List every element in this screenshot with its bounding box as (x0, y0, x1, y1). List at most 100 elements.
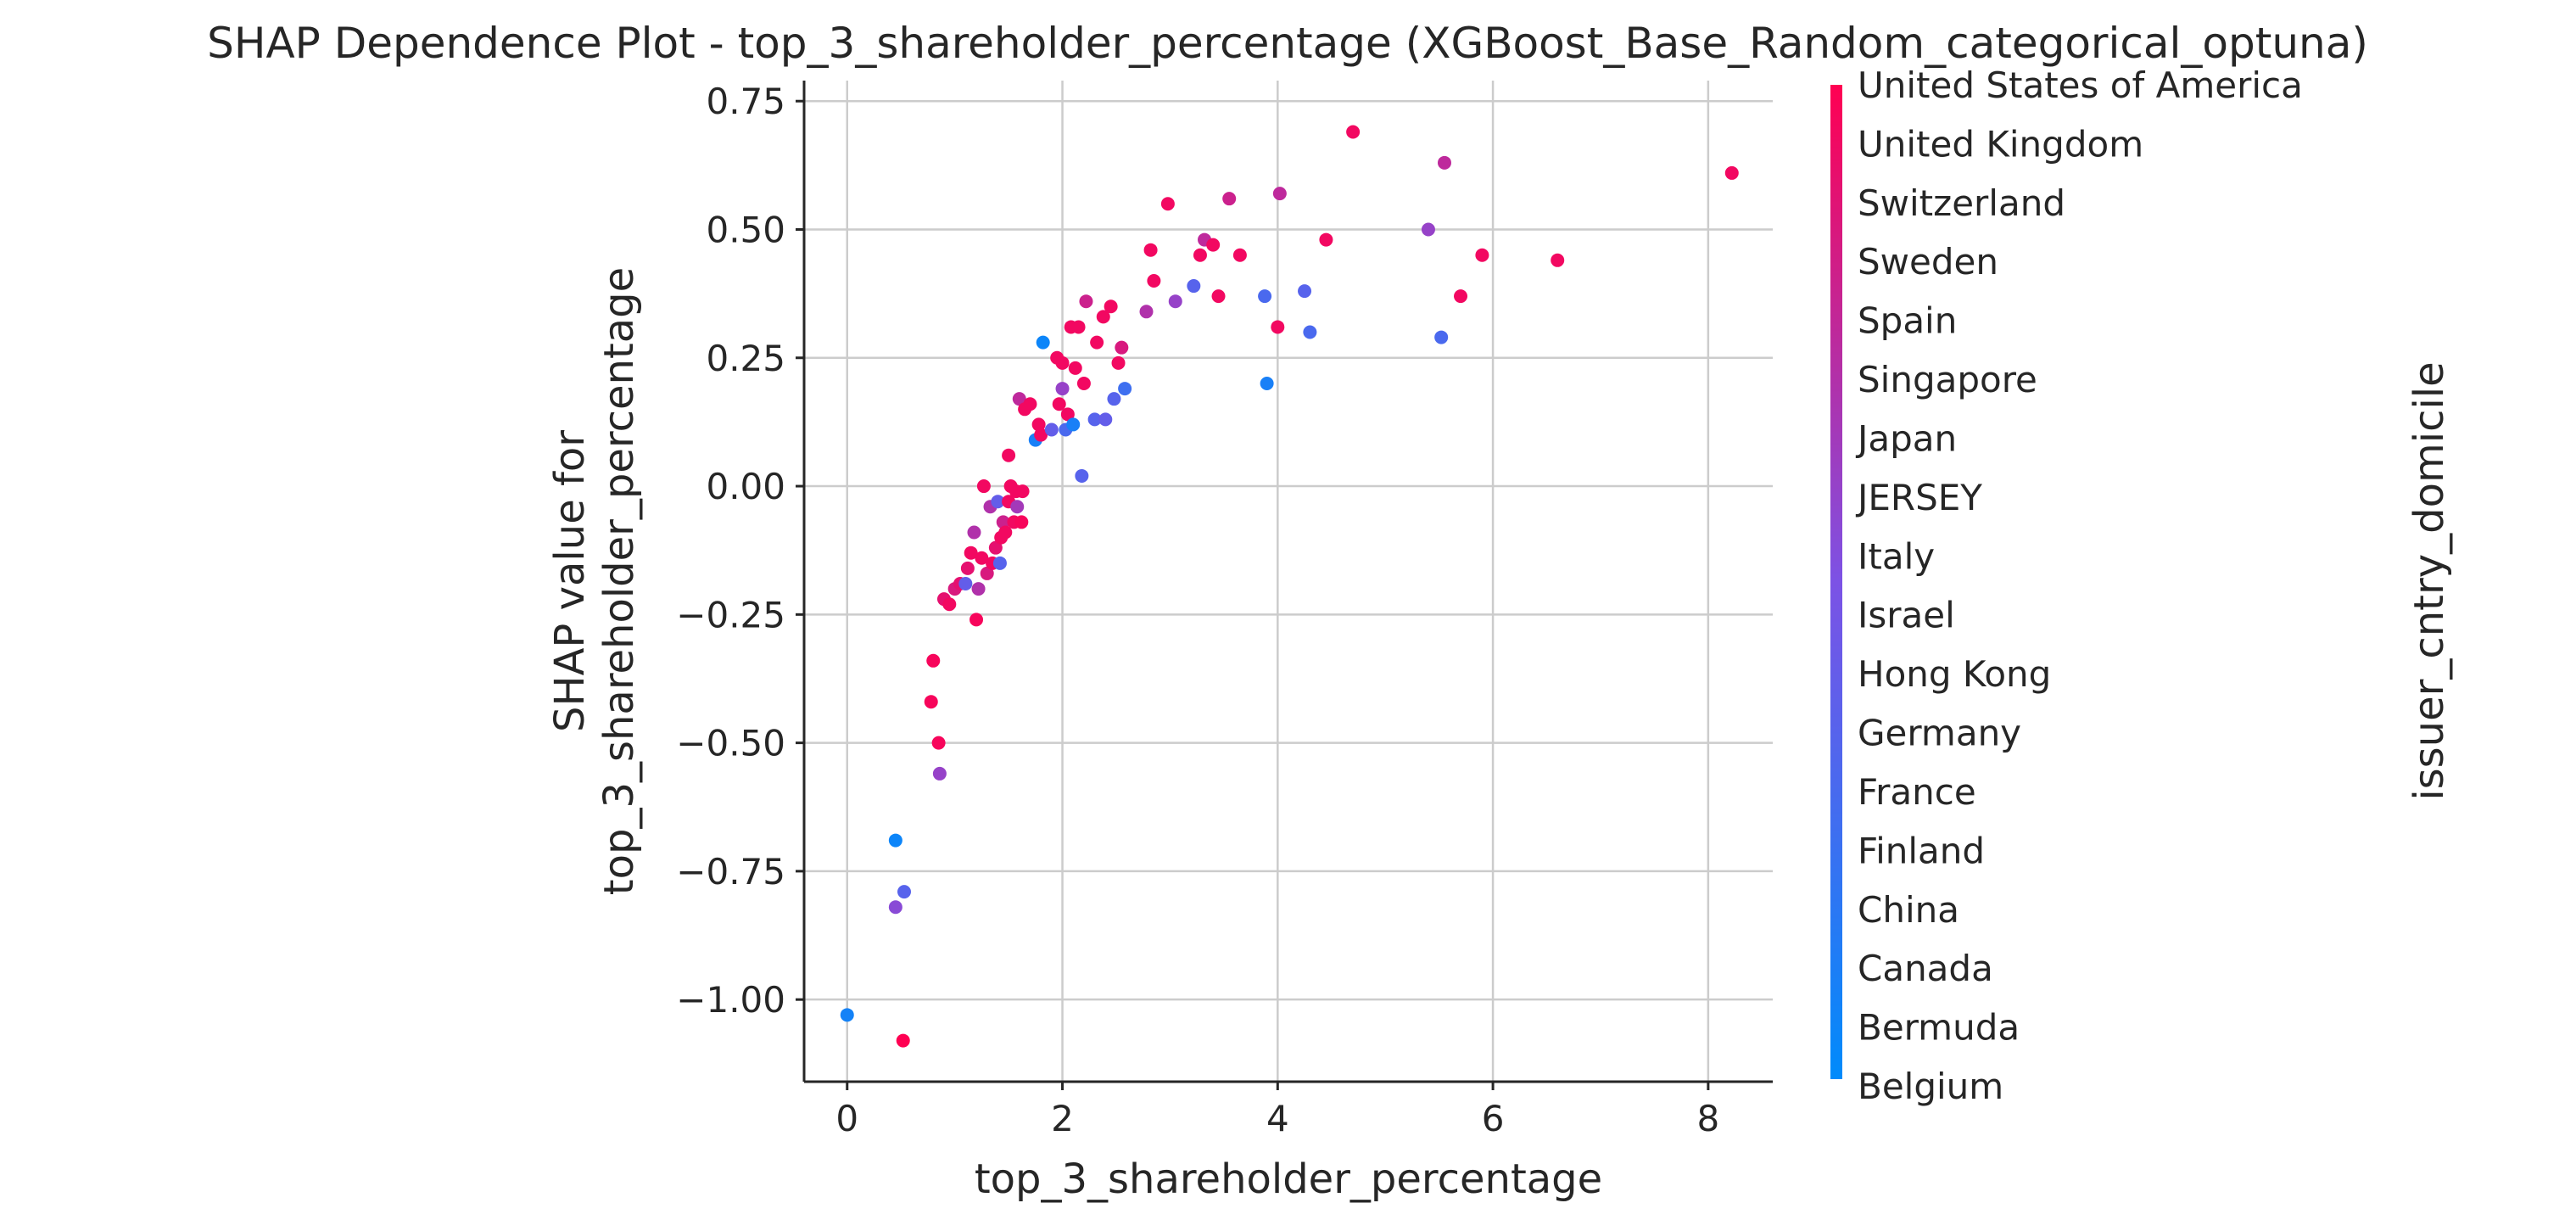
y-tick-label: 0.50 (706, 209, 785, 250)
scatter-point (840, 1008, 854, 1022)
scatter-point (964, 546, 978, 560)
scatter-point (1319, 232, 1333, 247)
chart-title: SHAP Dependence Plot - top_3_shareholder… (207, 19, 2368, 68)
scatter-point (1232, 248, 1247, 262)
scatter-point (988, 540, 1003, 555)
x-tick-label: 0 (835, 1098, 858, 1139)
scatter-point (896, 1033, 910, 1048)
scatter-point (1060, 407, 1075, 422)
scatter-point (1096, 310, 1110, 324)
scatter-point (1222, 192, 1237, 206)
scatter-point (976, 479, 991, 494)
y-tick-label: −1.00 (676, 979, 785, 1021)
y-axis-label-line1: SHAP value for (546, 430, 594, 732)
colorbar-category-label: Hong Kong (1858, 653, 2051, 695)
scatter-point (1437, 155, 1451, 170)
scatter-point (975, 551, 989, 565)
colorbar-category-label: Bermuda (1858, 1007, 2020, 1049)
scatter-point (1434, 330, 1449, 344)
scatter-point (1036, 335, 1050, 350)
scatter-point (996, 515, 1010, 529)
colorbar-category-label: Sweden (1858, 241, 1998, 283)
scatter-point (1010, 500, 1025, 514)
scatter-point (888, 833, 902, 848)
colorbar-category-label: Israel (1858, 595, 1955, 636)
scatter-point (1346, 125, 1361, 139)
scatter-point (942, 597, 957, 612)
scatter-point (1272, 187, 1287, 201)
scatter-point (1090, 335, 1104, 350)
scatter-point (1002, 448, 1016, 462)
scatter-point (931, 736, 946, 750)
scatter-point (1079, 294, 1093, 309)
grid (804, 81, 1773, 1082)
colorbar (1830, 85, 1842, 1079)
colorbar-category-label: United Kingdom (1858, 123, 2143, 165)
scatter-point (958, 577, 973, 591)
scatter-point (897, 885, 912, 899)
scatter-point (1143, 243, 1158, 257)
scatter-point (1168, 294, 1182, 309)
scatter-point (1107, 392, 1121, 406)
scatter-point (888, 900, 902, 915)
y-axis-label: SHAP value for top_3_shareholder_percent… (546, 267, 643, 895)
y-tick-label: 0.00 (706, 466, 785, 507)
scatter-point (932, 766, 947, 781)
scatter-point (1206, 238, 1221, 252)
scatter-point (1071, 320, 1086, 334)
scatter-point (1421, 222, 1435, 237)
scatter-point (1271, 320, 1285, 334)
scatter-point (1015, 484, 1030, 499)
scatter-point (1031, 417, 1046, 432)
scatter-point (1258, 289, 1272, 304)
colorbar-category-label: China (1858, 889, 1959, 931)
scatter-point (1160, 197, 1175, 211)
scatter-point (1303, 325, 1317, 339)
scatter-point (1055, 355, 1070, 370)
scatter-point (1298, 284, 1312, 299)
tick-labels: 0 2 4 6 8 −1.00 −0.75 −0.50 −0.25 0.00 0.25 0.50 0.7… (676, 81, 1719, 1139)
scatter-point (1147, 274, 1161, 288)
scatter-point (1193, 248, 1207, 262)
colorbar-category-label: United States of America (1858, 64, 2303, 106)
colorbar-category-label: Singapore (1858, 359, 2037, 400)
colorbar-title: issuer_cntry_domicile (2406, 361, 2453, 800)
colorbar-category-label: Switzerland (1858, 182, 2065, 224)
scatter-point (1115, 340, 1129, 355)
colorbar-labels: Belgium Bermuda Canada China Finland France Ge… (1855, 64, 2303, 1107)
scatter-point (980, 566, 994, 580)
scatter-point (1111, 355, 1126, 370)
scatter-point (1066, 417, 1081, 432)
scatter-point (991, 495, 1005, 509)
y-tick-label: −0.75 (676, 851, 785, 892)
scatter-point (1023, 397, 1037, 411)
scatter-point (1014, 515, 1029, 529)
scatter-point (969, 613, 984, 627)
scatter-point (1211, 289, 1226, 304)
scatter-point (1551, 253, 1565, 267)
scatter-point (1118, 382, 1132, 396)
colorbar-category-label: Belgium (1858, 1066, 2003, 1107)
scatter-point (960, 561, 975, 575)
y-tick-label: −0.25 (676, 594, 785, 635)
scatter-point (1087, 412, 1102, 427)
scatter-point (1139, 305, 1154, 319)
axes (802, 81, 1773, 1083)
scatter-point (967, 525, 981, 540)
scatter-point (1068, 361, 1082, 375)
y-tick-label: 0.75 (706, 81, 785, 122)
scatter-point (1052, 397, 1066, 411)
scatter-points (840, 125, 1739, 1048)
y-axis-label-line2: top_3_shareholder_percentage (595, 267, 643, 895)
scatter-point (1055, 382, 1070, 396)
scatter-point (1454, 289, 1468, 304)
y-tick-label: −0.50 (676, 723, 785, 764)
scatter-point (1034, 428, 1048, 442)
scatter-point (1104, 299, 1118, 314)
colorbar-category-label: France (1858, 771, 1976, 813)
colorbar-category-label: Spain (1858, 300, 1957, 342)
colorbar-category-label: Japan (1855, 417, 1957, 459)
scatter-point (924, 695, 938, 709)
colorbar-category-label: JERSEY (1855, 477, 1982, 518)
